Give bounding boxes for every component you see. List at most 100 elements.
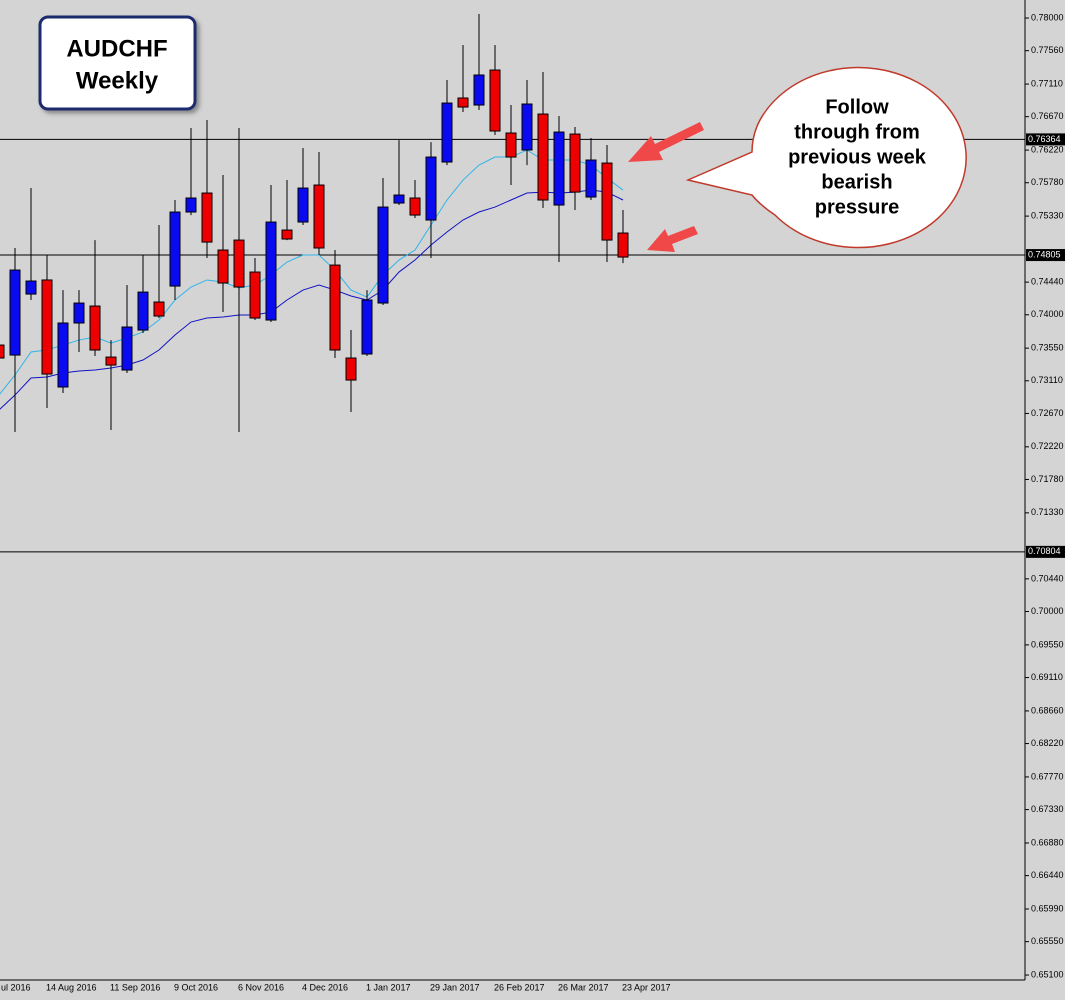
y-tick-label: 0.66440 xyxy=(1031,870,1064,880)
arrows xyxy=(628,122,704,252)
callout-text: bearish xyxy=(821,171,892,193)
candle-body xyxy=(585,159,597,198)
y-tick-label: 0.73550 xyxy=(1031,343,1064,353)
moving-average xyxy=(0,149,624,395)
x-tick-label: 11 Sep 2016 xyxy=(110,982,160,992)
x-tick-label: ul 2016 xyxy=(1,982,31,992)
price-label: 0.76364 xyxy=(1028,134,1061,144)
candle-body xyxy=(393,194,405,204)
y-tick-label: 0.70000 xyxy=(1031,606,1064,616)
candle-body xyxy=(521,103,533,151)
price-label: 0.70804 xyxy=(1028,546,1061,556)
callout-text: previous week xyxy=(788,146,927,168)
candle-body xyxy=(201,192,213,243)
candle-body xyxy=(9,269,21,356)
price-label-box xyxy=(1026,133,1065,146)
candle-body xyxy=(153,301,165,317)
y-tick-label: 0.65990 xyxy=(1031,903,1064,913)
y-tick-label: 0.65100 xyxy=(1031,969,1064,979)
price-label-box xyxy=(1026,249,1065,262)
candle-body xyxy=(505,132,517,158)
y-tick-label: 0.66880 xyxy=(1031,837,1064,847)
candle-body xyxy=(89,305,101,351)
callout-bubble xyxy=(685,66,967,249)
y-tick-label: 0.72220 xyxy=(1031,441,1064,451)
candle-body xyxy=(297,187,309,223)
candle-body xyxy=(0,344,5,359)
x-tick-label: 26 Mar 2017 xyxy=(558,982,609,992)
axes: 0.78000 0.77560 0.77110 0.76670 0.76220 0.757… xyxy=(1,12,1065,992)
arrow xyxy=(628,122,704,162)
title-box: AUDCHF Weekly xyxy=(38,15,197,111)
candle-body xyxy=(265,221,277,321)
callout-text: through from xyxy=(794,121,920,143)
y-tick-label: 0.71780 xyxy=(1031,474,1064,484)
title-frame xyxy=(38,15,197,111)
candle-body xyxy=(601,162,613,241)
candle-body xyxy=(57,322,69,388)
candle-body xyxy=(489,69,501,132)
y-tick-label: 0.71330 xyxy=(1031,507,1064,517)
y-tick-label: 0.69110 xyxy=(1031,672,1063,682)
candle-body xyxy=(425,156,437,221)
candle-body xyxy=(441,102,453,163)
candle-body xyxy=(617,232,629,258)
candle-body xyxy=(345,357,357,381)
callout-text: pressure xyxy=(815,196,900,218)
candle-body xyxy=(121,326,133,371)
y-tick-label: 0.68660 xyxy=(1031,705,1064,715)
candle-body xyxy=(25,280,37,295)
y-tick-label: 0.68220 xyxy=(1031,738,1064,748)
candle-body xyxy=(313,184,325,249)
y-tick-label: 0.70440 xyxy=(1031,573,1064,583)
chart-title: AUDCHF xyxy=(66,35,167,62)
price-label: 0.74805 xyxy=(1028,249,1061,259)
x-tick-label: 6 Nov 2016 xyxy=(238,982,284,992)
x-tick-label: 9 Oct 2016 xyxy=(174,982,218,992)
x-tick-label: 1 Jan 2017 xyxy=(366,982,411,992)
y-tick-label: 0.77110 xyxy=(1031,78,1063,88)
x-tick-label: 23 Apr 2017 xyxy=(622,982,671,992)
candle-body xyxy=(361,299,373,355)
plot-area xyxy=(0,14,1025,553)
candle-body xyxy=(185,197,197,213)
price-label-box xyxy=(1026,545,1065,558)
callout: Follow through from previous week bearis… xyxy=(685,66,967,249)
y-tick-label: 0.78000 xyxy=(1031,12,1064,22)
candle-body xyxy=(105,356,117,366)
moving-average xyxy=(0,189,624,410)
y-tick-label: 0.75330 xyxy=(1031,210,1064,220)
y-tick-label: 0.77560 xyxy=(1031,45,1064,55)
candle-body xyxy=(249,271,261,319)
y-tick-label: 0.76670 xyxy=(1031,111,1064,121)
candle-body xyxy=(73,302,85,324)
y-tick-label: 0.67330 xyxy=(1031,804,1064,814)
x-tick-label: 14 Aug 2016 xyxy=(46,982,97,992)
candle-body xyxy=(169,211,181,287)
y-tick-label: 0.69550 xyxy=(1031,639,1064,649)
x-tick-label: 29 Jan 2017 xyxy=(430,982,480,992)
candle-body xyxy=(137,291,149,331)
callout-text: Follow xyxy=(825,96,889,118)
candle-body xyxy=(233,239,245,288)
y-tick-label: 0.76220 xyxy=(1031,144,1064,154)
candle-body xyxy=(553,131,565,206)
y-tick-label: 0.74000 xyxy=(1031,309,1064,319)
candle-body xyxy=(473,74,485,106)
candle-body xyxy=(377,206,389,304)
y-tick-label: 0.73110 xyxy=(1031,375,1063,385)
x-tick-label: 4 Dec 2016 xyxy=(302,982,348,992)
candle-body xyxy=(281,229,293,240)
candle-body xyxy=(569,133,581,193)
chart-subtitle: Weekly xyxy=(76,67,159,94)
candle-body xyxy=(329,264,341,351)
candle-body xyxy=(537,113,549,201)
candle-body xyxy=(409,197,421,216)
arrow xyxy=(647,226,698,252)
y-tick-label: 0.74440 xyxy=(1031,277,1064,287)
y-tick-label: 0.72670 xyxy=(1031,408,1064,418)
x-tick-label: 26 Feb 2017 xyxy=(494,982,545,992)
y-tick-label: 0.65550 xyxy=(1031,936,1064,946)
